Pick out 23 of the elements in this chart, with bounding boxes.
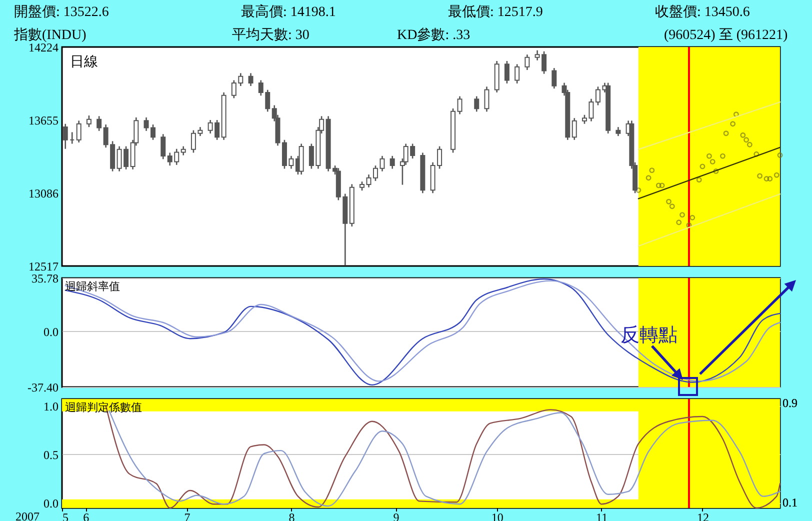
- y-tick-label: 13086: [28, 186, 58, 200]
- chart-title: 迴歸斜率值: [65, 280, 120, 293]
- y-tick-label: 14224: [28, 40, 58, 54]
- y-tick-label: 0.0: [44, 324, 58, 339]
- text: 日線: [70, 54, 98, 70]
- text: 收盤價: 13450.6: [655, 4, 750, 21]
- y-tick-label: 0.0: [44, 496, 58, 511]
- text: (960524) 至 (961221): [664, 27, 788, 44]
- text: 平均天數: 30: [232, 26, 310, 44]
- y2-tick-label: 0.1: [782, 495, 798, 510]
- text: 最低價: 12517.9: [448, 4, 543, 21]
- text: 指數(INDU): [14, 26, 86, 44]
- y-tick-label: 1.0: [44, 399, 58, 414]
- text: 開盤價: 13522.6: [14, 4, 109, 21]
- x-axis-title: 2007: [16, 510, 40, 521]
- y2-tick-label: 0.9: [782, 396, 798, 410]
- y-tick-label: 35.78: [32, 272, 58, 286]
- text: KD參數: .33: [397, 26, 470, 44]
- y-tick-label: 12517: [28, 260, 58, 274]
- y-tick-label: -37.40: [28, 380, 58, 394]
- y-tick-label: 13655: [28, 114, 58, 128]
- text: 最高價: 14198.1: [241, 3, 336, 21]
- y-tick-label: 0.5: [44, 448, 58, 462]
